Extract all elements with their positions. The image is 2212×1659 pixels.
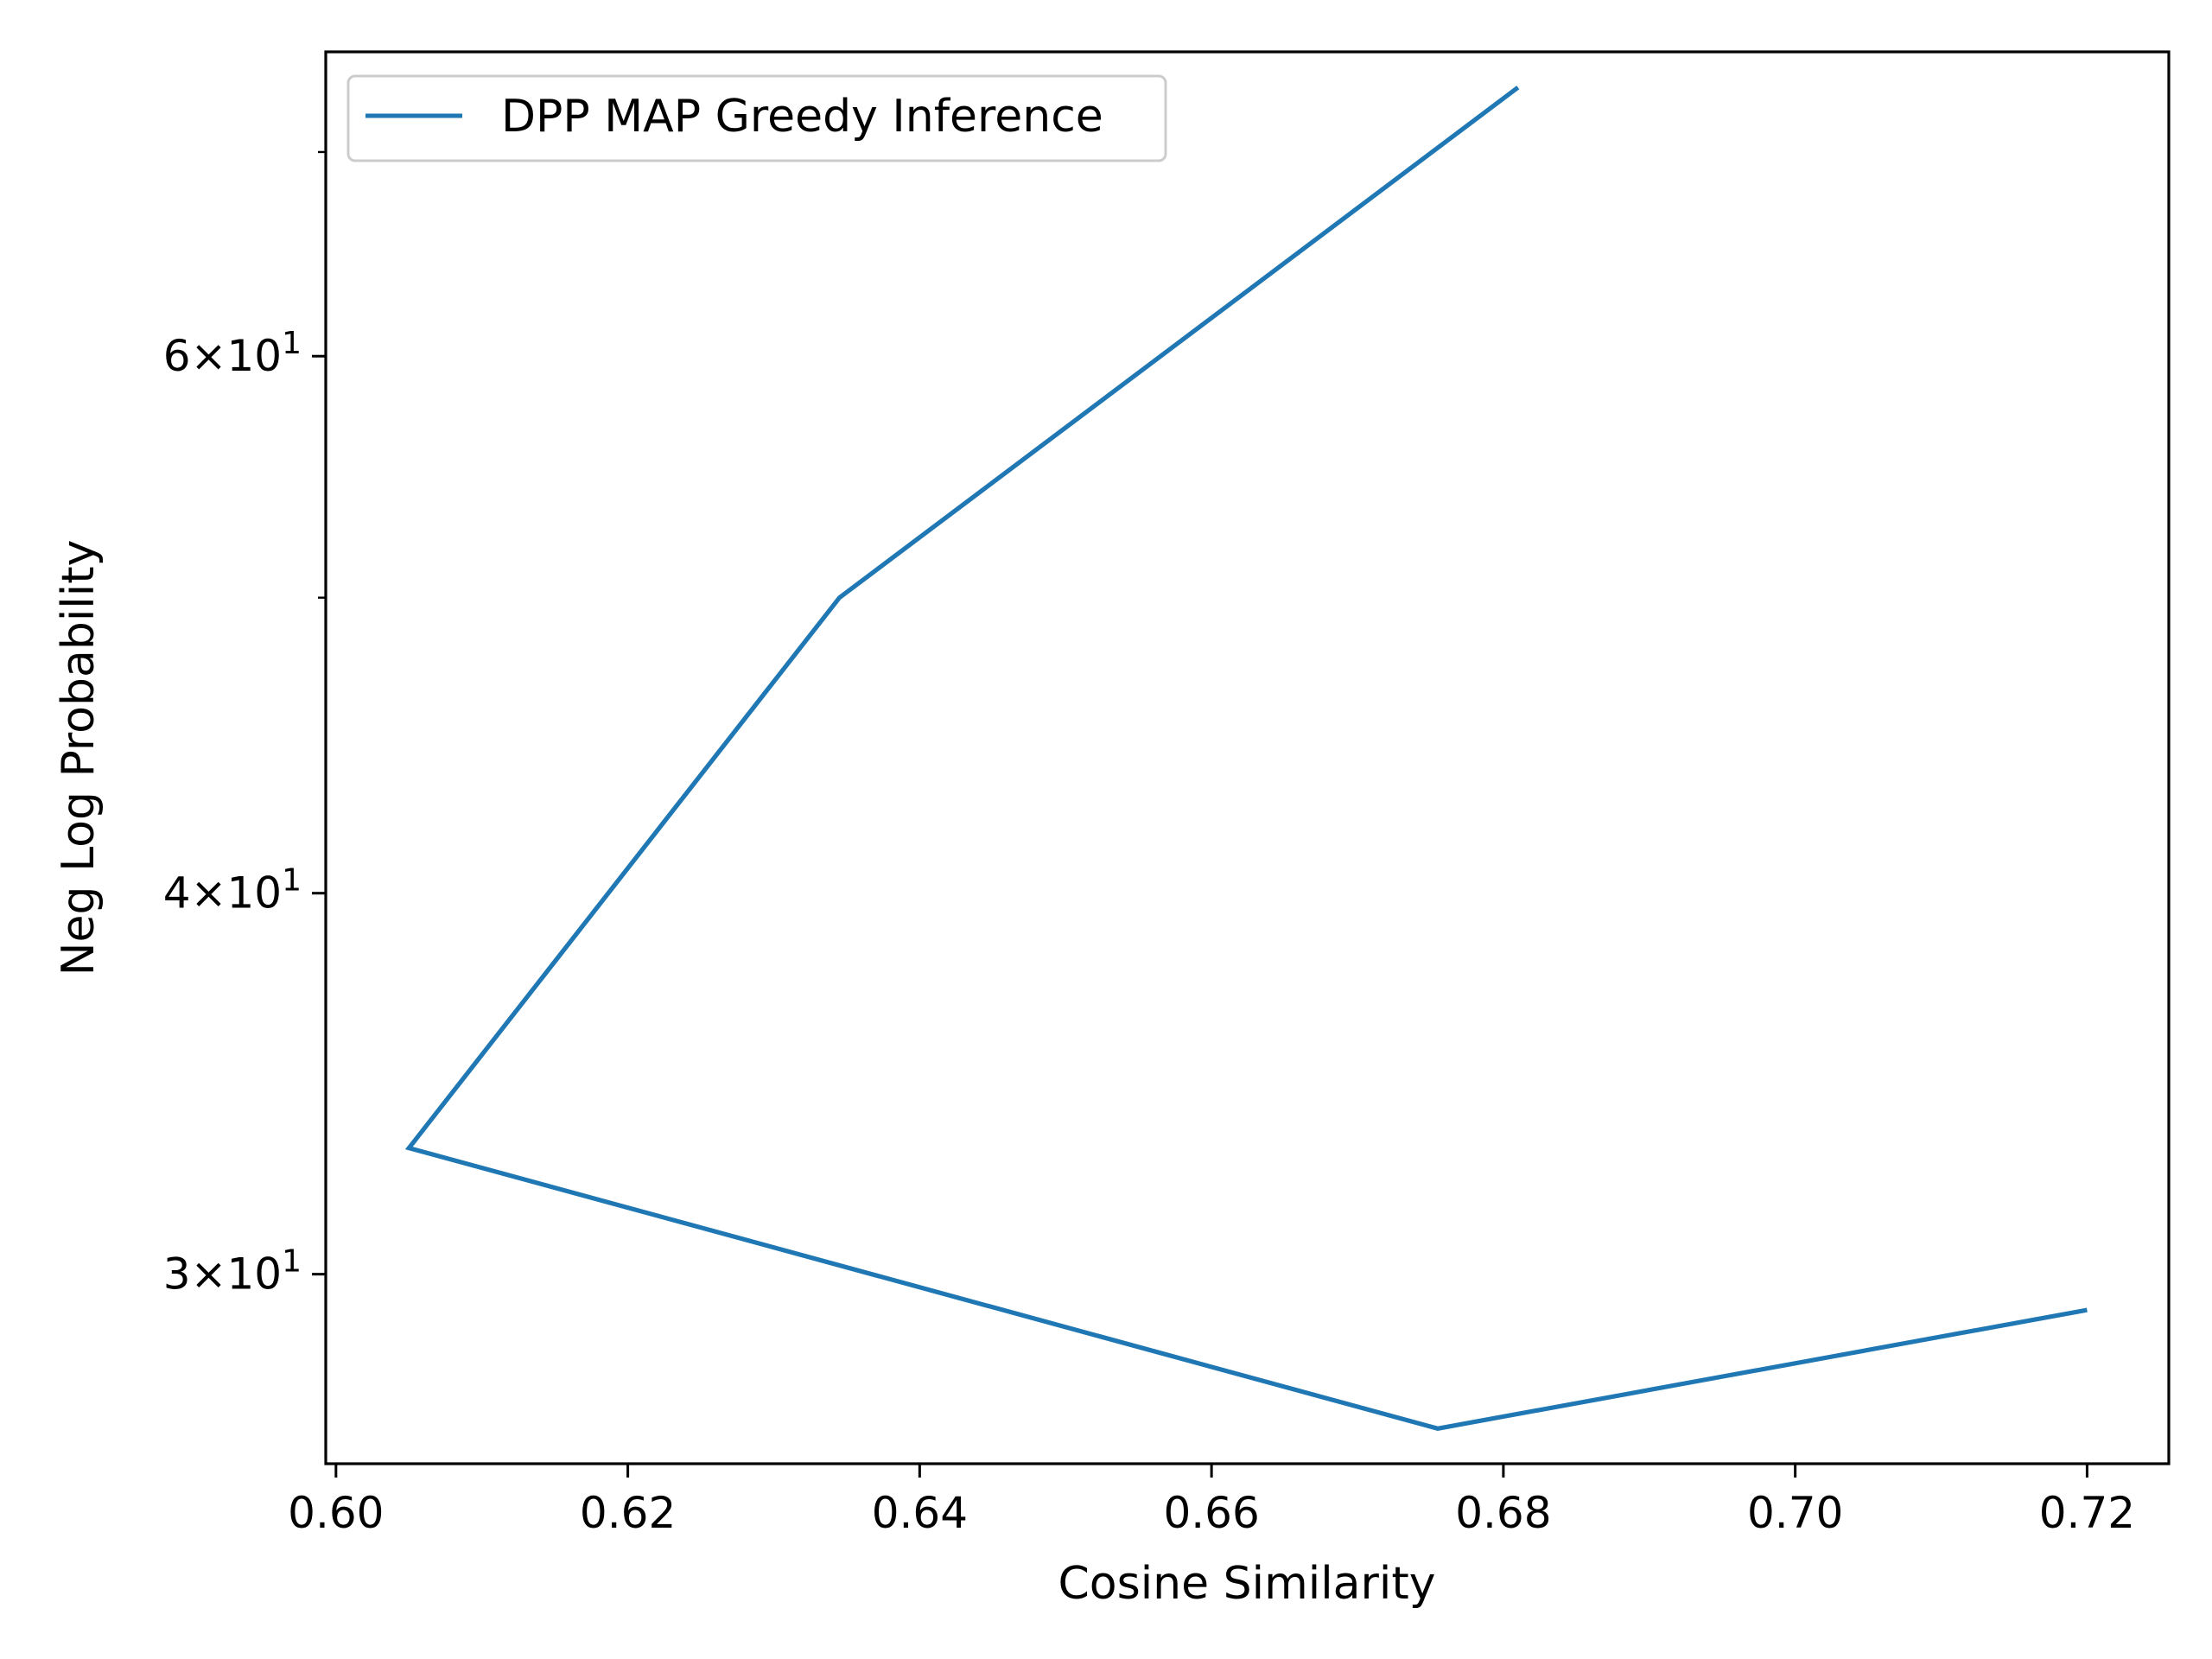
- x-tick-label: 0.64: [872, 1488, 968, 1538]
- plot-area: [326, 52, 2169, 1464]
- y-tick-label: 3×101: [163, 1244, 302, 1300]
- y-axis-ticks: 3×101 4×101 6×101: [163, 150, 326, 1300]
- y-axis-label: Neg Log Probability: [53, 540, 105, 976]
- x-tick-label: 0.68: [1455, 1488, 1551, 1538]
- series-line: [404, 86, 2088, 1431]
- legend-label: DPP MAP Greedy Inference: [501, 91, 1103, 143]
- x-tick-label: 0.72: [2039, 1488, 2135, 1538]
- x-tick-label: 0.66: [1163, 1488, 1259, 1538]
- legend-box: [346, 74, 1167, 162]
- y-tick-label: 4×101: [163, 863, 302, 918]
- x-axis-label: Cosine Similarity: [1058, 1558, 1436, 1610]
- x-tick-label: 0.62: [580, 1488, 676, 1538]
- y-tick-label: 6×101: [163, 326, 302, 381]
- x-tick-label: 0.60: [288, 1488, 384, 1538]
- legend: DPP MAP Greedy Inference: [346, 74, 1167, 162]
- series-layer: [404, 86, 2088, 1431]
- axes-frame: [324, 50, 2171, 1465]
- x-axis-ticks: 0.60 0.62 0.64 0.66 0.68 0.70 0.72: [288, 1464, 2135, 1538]
- x-tick-label: 0.70: [1747, 1488, 1843, 1538]
